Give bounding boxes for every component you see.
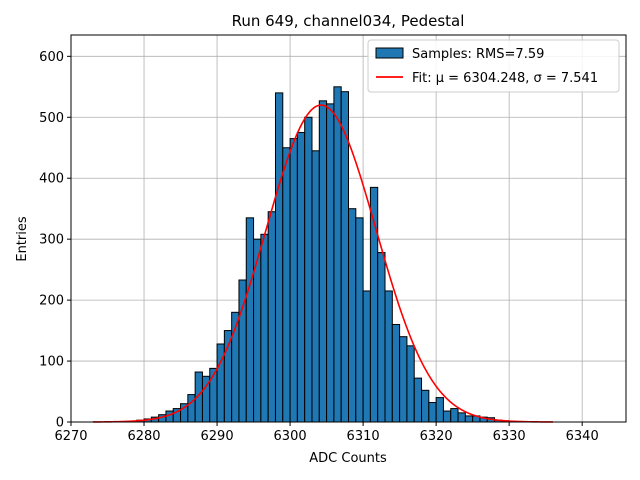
histogram-bar — [282, 147, 291, 423]
histogram-bar — [348, 208, 357, 423]
x-axis-ticks: 6270 6280 6290 6300 6310 6320 6330 6340 — [54, 422, 599, 444]
x-tick-label: 6330 — [493, 429, 526, 444]
histogram-bar — [421, 389, 430, 423]
x-tick-label: 6300 — [274, 429, 307, 444]
y-tick-label: 600 — [39, 50, 64, 65]
y-tick-label: 400 — [39, 172, 64, 187]
x-tick-label: 6320 — [420, 429, 453, 444]
chart-title: Run 649, channel034, Pedestal — [232, 12, 465, 30]
histogram-bar — [326, 103, 335, 423]
histogram-bar — [428, 401, 437, 423]
legend-label-fit: Fit: μ = 6304.248, σ = 7.541 — [412, 71, 598, 86]
y-tick-label: 300 — [39, 233, 64, 248]
histogram-bar — [289, 138, 298, 423]
histogram-bar — [399, 336, 408, 423]
histogram-bar — [384, 290, 393, 423]
histogram-bar — [362, 290, 371, 423]
y-tick-label: 500 — [39, 111, 64, 126]
histogram-bar — [245, 217, 255, 423]
plot-frame — [70, 34, 627, 423]
histogram-bar — [457, 412, 466, 423]
histogram-bar — [274, 92, 284, 423]
histogram-bar — [450, 408, 459, 423]
gaussian-fit-line — [92, 104, 553, 423]
legend: Samples: RMS=7.59 Fit: μ = 6304.248, σ =… — [367, 39, 620, 93]
histogram-bar — [318, 100, 328, 423]
legend-swatch-samples — [375, 47, 404, 59]
x-tick-label: 6270 — [54, 429, 87, 444]
histogram-bar — [413, 377, 423, 423]
legend-label-samples: Samples: RMS=7.59 — [412, 47, 544, 62]
y-axis-label: Entries — [15, 216, 30, 262]
histogram-bar — [377, 252, 386, 423]
x-tick-label: 6280 — [127, 429, 160, 444]
y-tick-label: 200 — [39, 294, 64, 309]
x-axis-label: ADC Counts — [309, 451, 387, 466]
histogram-bar — [187, 394, 196, 423]
histogram-bar — [304, 116, 313, 423]
x-tick-label: 6290 — [201, 429, 234, 444]
histogram-bar — [296, 132, 306, 423]
histogram-bar — [333, 86, 342, 423]
y-tick-label: 0 — [56, 416, 64, 431]
y-axis-ticks: 0 100 200 300 400 500 600 — [39, 50, 71, 431]
histogram-bar — [391, 323, 401, 423]
histogram-bar — [260, 233, 269, 423]
histogram-bar — [406, 345, 415, 423]
histogram-bar — [464, 415, 474, 423]
histogram-bar — [435, 397, 444, 423]
x-tick-label: 6340 — [566, 429, 599, 444]
histogram-bar — [311, 150, 320, 423]
histogram-bar — [355, 217, 364, 423]
y-tick-label: 100 — [39, 355, 64, 370]
legend-box — [367, 39, 620, 93]
histogram-bar — [267, 211, 276, 423]
x-tick-label: 6310 — [347, 429, 380, 444]
histogram-bar — [442, 410, 452, 423]
